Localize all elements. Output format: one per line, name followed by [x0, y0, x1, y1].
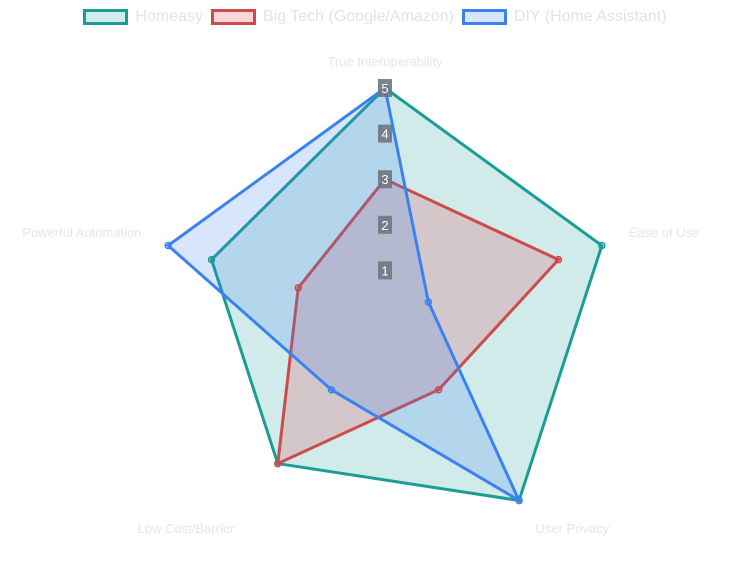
legend-label-big-tech: Big Tech (Google/Amazon) [263, 8, 454, 25]
series-homeasy-area [209, 86, 604, 503]
tick-backdrop-4 [378, 124, 392, 143]
tick-label-2: 2 [381, 218, 388, 233]
series-big-tech-google-amazon-point-ease-of-use[interactable] [554, 255, 563, 264]
legend-item-homeasy[interactable]: Homeasy [83, 8, 203, 26]
legend-item-big-tech[interactable]: Big Tech (Google/Amazon) [211, 8, 454, 26]
axis-label-powerful-automation: Powerful Automation [22, 225, 141, 240]
tick-label-4: 4 [381, 127, 388, 142]
tick-label-1: 1 [381, 263, 388, 278]
legend-item-diy[interactable]: DIY (Home Assistant) [461, 8, 667, 26]
legend-swatch-homeasy [83, 9, 129, 25]
series-big-tech-google-amazon-area [275, 177, 561, 467]
series-homeasy-point-ease-of-use[interactable] [598, 241, 606, 250]
series-big-tech-google-amazon-point-low-cost-barrier[interactable] [274, 459, 282, 468]
legend-swatch-big-tech [211, 9, 256, 25]
series-diy-home-assistant-area [165, 85, 523, 505]
series-diy-home-assistant-point-user-privacy[interactable] [515, 496, 523, 505]
series-layer [164, 84, 606, 505]
series-diy-home-assistant-point-ease-of-use[interactable] [424, 298, 433, 306]
tick-label-3: 3 [381, 172, 388, 187]
tick-layer: 1 2 3 4 5 [378, 79, 392, 280]
chart-legend: Homeasy Big Tech (Google/Amazon) DIY (Ho… [0, 8, 750, 26]
legend-label-homeasy: Homeasy [135, 8, 203, 25]
series-homeasy-point-powerful-automation[interactable] [207, 255, 216, 264]
tick-backdrop-1 [378, 261, 392, 280]
axis-label-ease-of-use: Ease of Use [628, 225, 699, 240]
series-big-tech-google-amazon-point-powerful-automation[interactable] [294, 284, 303, 292]
series-big-tech-google-amazon-point-user-privacy[interactable] [434, 386, 443, 394]
tick-label-5: 5 [381, 81, 388, 96]
tick-backdrop-2 [378, 215, 392, 234]
series-diy-home-assistant-point-low-cost-barrier[interactable] [327, 386, 336, 394]
legend-label-diy: DIY (Home Assistant) [513, 8, 667, 25]
series-diy-home-assistant-point-powerful-automation[interactable] [164, 241, 172, 250]
legend-swatch-diy [461, 9, 507, 25]
tick-backdrop-3 [378, 170, 392, 189]
axis-label-user-privacy: User Privacy [535, 521, 609, 536]
axis-label-layer: True Interoperability Ease of Use User Pri… [22, 54, 699, 536]
axis-label-low-cost-barrier: Low Cost/Barrier [138, 521, 235, 536]
axis-label-true-interoperability: True Interoperability [327, 54, 443, 69]
tick-backdrop-5 [378, 79, 392, 97]
